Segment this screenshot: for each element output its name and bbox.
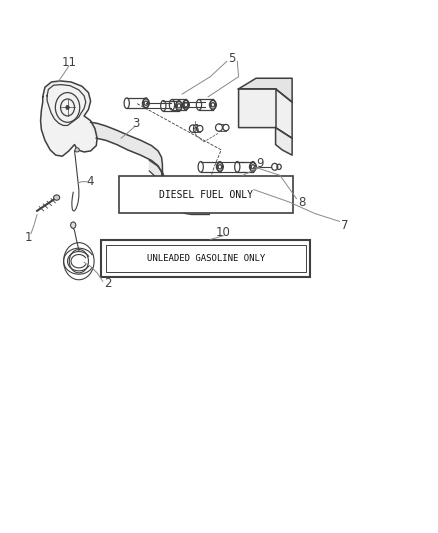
Polygon shape [239,89,292,138]
Polygon shape [239,78,292,102]
Polygon shape [41,81,97,156]
Text: 9: 9 [257,157,264,169]
Text: 8: 8 [298,196,305,209]
Ellipse shape [53,195,60,200]
Text: 1: 1 [25,231,32,244]
Bar [106,245,306,272]
Ellipse shape [71,222,76,228]
Polygon shape [149,160,209,215]
Text: 2: 2 [104,277,112,290]
Bar [119,176,293,214]
Text: 7: 7 [342,219,349,232]
Polygon shape [276,127,292,155]
Text: 5: 5 [228,52,236,65]
Text: 11: 11 [61,56,76,69]
Bar [102,240,311,277]
Ellipse shape [75,148,79,152]
Text: DIESEL FUEL ONLY: DIESEL FUEL ONLY [159,190,253,200]
Text: 6: 6 [191,123,199,136]
Polygon shape [91,122,206,205]
Circle shape [66,106,69,110]
Text: 4: 4 [87,175,94,188]
Text: 10: 10 [216,225,231,239]
Text: UNLEADED GASOLINE ONLY: UNLEADED GASOLINE ONLY [147,254,265,263]
Text: 3: 3 [133,117,140,130]
